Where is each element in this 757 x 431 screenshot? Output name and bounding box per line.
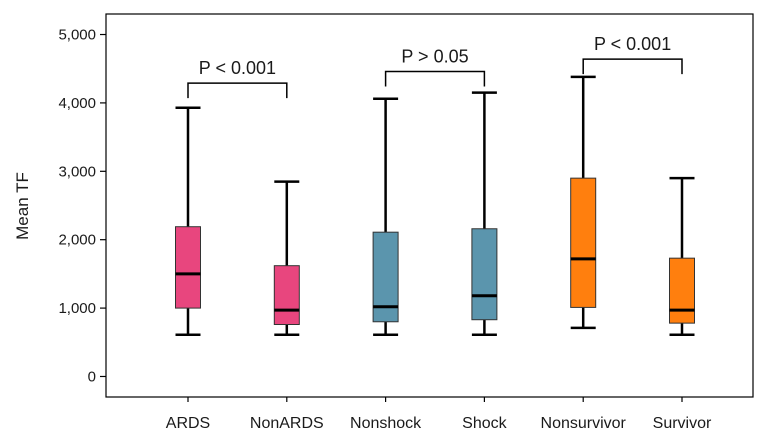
y-axis-title: Mean TF: [13, 172, 32, 240]
iqr-box: [669, 257, 695, 324]
box-nonsurvivor: [570, 75, 597, 330]
box-shock: [471, 91, 498, 337]
p-value-label: P < 0.001: [594, 34, 671, 54]
x-category-label: NonARDS: [250, 415, 324, 431]
plot-frame: [105, 13, 754, 398]
x-category-label: Shock: [462, 415, 507, 431]
y-tick-label: 4,000: [58, 95, 96, 112]
box-ards: [175, 106, 201, 337]
p-value-label: P > 0.05: [401, 46, 468, 66]
y-axis: 0 1,000 2,000 3,000 4,000 5,000: [58, 27, 106, 385]
significance-annotations: P < 0.001 P > 0.05 P < 0.001: [187, 34, 683, 99]
p-value-label: P < 0.001: [199, 58, 276, 78]
box-survivor: [669, 176, 695, 337]
box-nonshock: [372, 97, 399, 337]
y-tick-label: 3,000: [58, 163, 96, 180]
box-nonards: [273, 180, 300, 337]
y-tick-label: 0: [88, 368, 96, 385]
x-category-label: Nonsurvivor: [541, 415, 627, 431]
boxes: [175, 75, 695, 337]
iqr-box: [372, 231, 399, 323]
bracket-line: [187, 82, 288, 99]
significance-bracket: P < 0.001: [187, 58, 288, 99]
bracket-line: [384, 70, 486, 87]
x-category-label: Survivor: [653, 415, 712, 431]
iqr-box: [273, 265, 300, 326]
bracket-line: [582, 58, 683, 75]
iqr-box: [175, 226, 201, 309]
y-tick-label: 1,000: [58, 300, 96, 317]
x-axis: ARDS NonARDS Nonshock Shock Nonsurvivor Survi…: [166, 397, 712, 431]
y-tick-label: 5,000: [58, 27, 96, 44]
significance-bracket: P < 0.001: [582, 34, 683, 75]
iqr-box: [570, 177, 597, 308]
iqr-box: [471, 228, 498, 321]
y-tick-label: 2,000: [58, 232, 96, 249]
x-category-label: ARDS: [166, 415, 210, 431]
x-category-label: Nonshock: [350, 415, 422, 431]
significance-bracket: P > 0.05: [384, 46, 486, 87]
